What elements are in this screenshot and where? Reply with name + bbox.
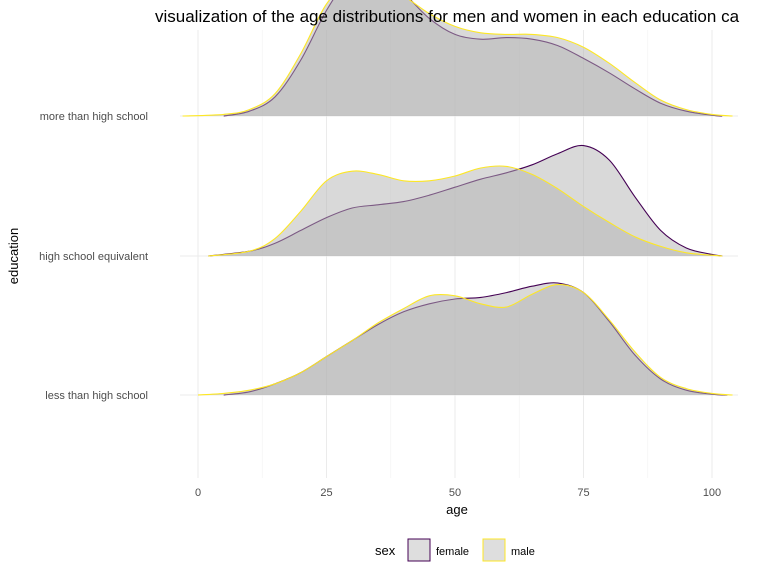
y-axis-label: education (6, 228, 21, 284)
ridge-fill-male (182, 0, 733, 116)
ridge-fill-male (198, 284, 733, 395)
x-axis-label: age (446, 502, 468, 517)
ridge-line-male (197, 284, 733, 396)
ridge-fill-male (208, 165, 723, 256)
x-tick-label: 100 (703, 487, 721, 499)
x-tick-label: 75 (577, 487, 589, 499)
x-tick-label: 25 (320, 487, 332, 499)
ridge-line-male (208, 165, 723, 257)
legend-key-female (407, 538, 431, 562)
legend-label-male: male (511, 546, 535, 558)
legend-key-male (482, 538, 506, 562)
x-tick-label: 50 (449, 487, 461, 499)
y-tick-label: more than high school (40, 111, 148, 123)
y-tick-label: less than high school (45, 390, 148, 402)
ridge-layer (182, 0, 733, 396)
ridge-line-male (182, 0, 733, 117)
x-tick-label: 0 (195, 487, 201, 499)
chart-title: visualization of the age distributions f… (155, 7, 740, 26)
legend-label-female: female (436, 546, 469, 558)
legend: sex female male (375, 538, 535, 562)
x-tick-labels: 0 25 50 75 100 (195, 487, 721, 499)
y-tick-labels: less than high school high school equival… (39, 111, 148, 402)
legend-title: sex (375, 543, 396, 558)
y-tick-label: high school equivalent (39, 251, 148, 263)
